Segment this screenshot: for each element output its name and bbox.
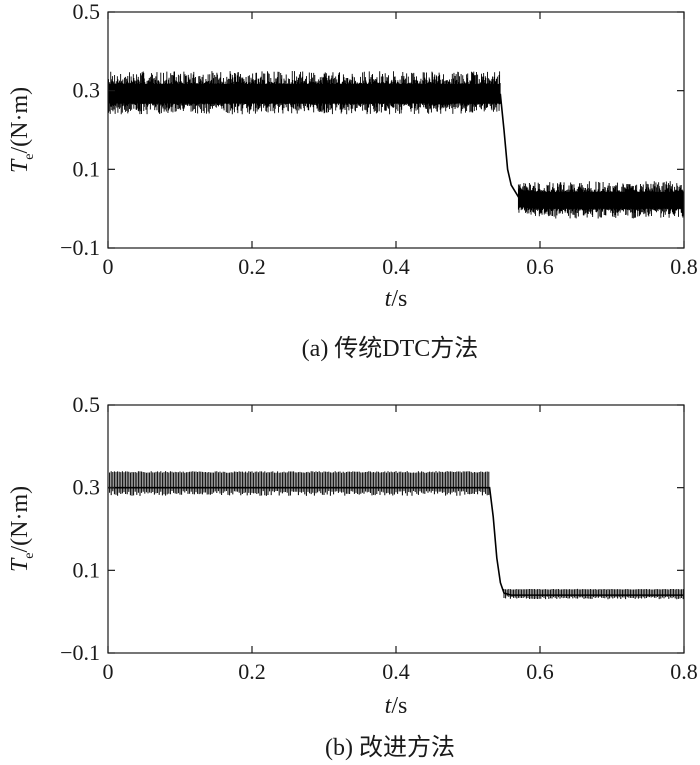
panel-b-x-tick-label: 0.4	[382, 659, 410, 684]
panel-b-torque-series	[107, 471, 685, 600]
panel-b-torque-line	[108, 486, 684, 596]
panel-a-plot-frame	[107, 11, 685, 249]
panel-a-torque-series	[107, 71, 685, 219]
panel-a-y-axis-label: Te/(N·m)	[7, 87, 37, 173]
panel-a-y-tick-label: 0.5	[73, 0, 101, 24]
panel-a-y-tick-label: 0.3	[73, 78, 101, 103]
panel-b-ripple-band-0	[107, 471, 490, 496]
panel-b-x-tick-label: 0.6	[526, 659, 554, 684]
panel-b-y-tick-label: 0.5	[73, 392, 101, 417]
panel-b-x-tick-label: 0	[103, 659, 114, 684]
panel-a-y-tick-label: 0.1	[73, 156, 101, 181]
panel-a-x-axis-label: t/s	[385, 286, 408, 312]
panel-a-x-tick-label: 0.4	[382, 254, 410, 279]
panel-b-improved-method: 0 0.2 0.4 0.6 0.8−0.10.10.30.5 t/s Te/(N·m) …	[7, 392, 698, 761]
panel-a-x-tick-label: 0.2	[238, 254, 266, 279]
panel-a-caption: (a) 传统DTC方法	[302, 335, 479, 362]
panel-a-traditional-dtc: 0 0.2 0.4 0.6 0.8−0.10.10.30.5 t/s Te/(N·m) …	[7, 0, 698, 362]
panel-a-y-tick-label: −0.1	[60, 235, 100, 260]
panel-a-x-tick-label: 0.6	[526, 254, 554, 279]
panel-b-ripple-band-1	[503, 588, 684, 600]
panel-b-plot-frame	[107, 404, 685, 654]
panel-b-y-axis-label: Te/(N·m)	[7, 486, 37, 572]
panel-b-x-tick-label: 0.8	[670, 659, 698, 684]
panel-b-x-tick-label: 0.2	[238, 659, 266, 684]
panel-b-caption: (b) 改进方法	[325, 734, 455, 761]
panel-a-x-tick-label: 0.8	[670, 254, 698, 279]
panel-a-torque-line	[108, 93, 684, 202]
panel-a-ticks: 0 0.2 0.4 0.6 0.8 −0.1 0.1 0.3 0.5	[60, 0, 698, 279]
panel-a-ripple-band-1	[517, 181, 685, 219]
panel-b-ticks: 0 0.2 0.4 0.6 0.8 −0.1 0.1 0.3 0.5	[60, 392, 698, 684]
panel-a-x-tick-label: 0	[103, 254, 114, 279]
panel-b-x-axis-label: t/s	[385, 693, 408, 719]
panel-b-y-tick-label: 0.3	[73, 475, 101, 500]
panel-b-y-tick-label: −0.1	[60, 640, 100, 665]
panel-a-ripple-band-0	[107, 71, 501, 115]
panel-b-y-tick-label: 0.1	[73, 557, 101, 582]
